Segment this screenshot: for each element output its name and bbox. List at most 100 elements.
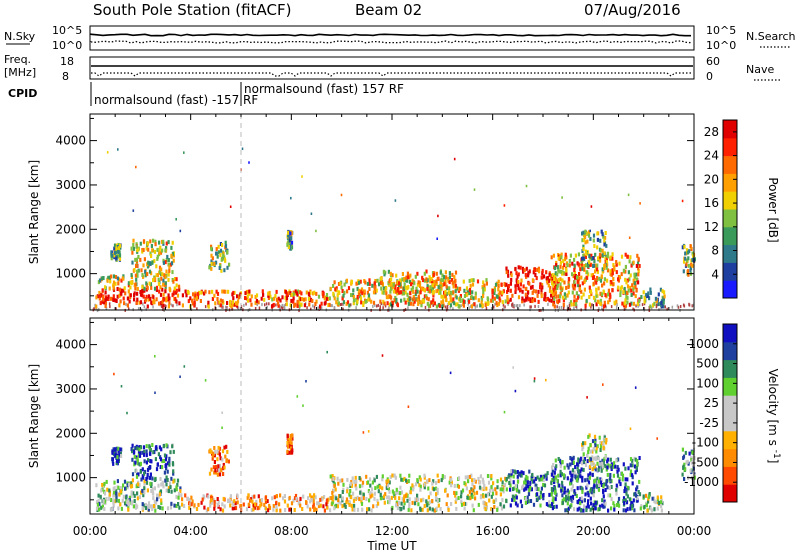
ground-scatter-cell (691, 304, 693, 308)
data-cell (477, 502, 480, 507)
data-cell (582, 253, 585, 258)
data-cell (491, 488, 494, 493)
data-cell (413, 281, 416, 286)
data-cell (329, 286, 332, 291)
data-cell (114, 281, 117, 286)
data-cell (522, 284, 525, 289)
data-cell (607, 288, 610, 293)
data-cell (588, 475, 591, 480)
data-cell (585, 508, 588, 513)
data-cell (603, 238, 606, 243)
data-cell (333, 495, 336, 500)
unit-superscript: -1 (771, 450, 781, 459)
ground-scatter-cell (225, 305, 227, 309)
data-cell (579, 267, 582, 272)
data-cell (567, 285, 570, 289)
data-cell (95, 506, 99, 511)
data-cell (583, 278, 586, 283)
data-cell (484, 303, 487, 307)
data-cell (298, 300, 301, 305)
data-cell (147, 507, 150, 512)
data-cell (603, 504, 606, 509)
data-cell (382, 290, 385, 295)
data-cell (692, 461, 695, 466)
data-cell (181, 293, 184, 298)
data-cell (290, 441, 293, 446)
data-cell (376, 278, 379, 283)
data-cell (306, 504, 309, 509)
data-cell (96, 502, 99, 507)
data-cell (132, 238, 135, 243)
data-cell (491, 294, 494, 299)
ground-scatter-cell (115, 307, 117, 311)
data-cell (591, 276, 595, 280)
data-cell (477, 298, 480, 303)
data-cell (150, 285, 153, 290)
data-cell (218, 452, 221, 457)
data-cell (345, 500, 348, 505)
data-cell (562, 302, 565, 307)
data-cell (506, 297, 509, 302)
data-cell (635, 487, 638, 492)
data-cell (629, 506, 632, 511)
data-cell (199, 299, 202, 303)
data-cell (544, 291, 547, 296)
data-cell (292, 299, 295, 304)
data-cell (596, 267, 599, 272)
data-cell (540, 486, 543, 491)
ground-scatter-cell (671, 305, 674, 309)
sparse-cell (179, 229, 182, 233)
data-cell (407, 301, 410, 306)
data-cell (320, 301, 323, 306)
data-cell (152, 278, 155, 283)
data-cell (136, 491, 139, 496)
data-cell (649, 304, 652, 309)
data-cell (587, 450, 590, 455)
data-cell (396, 288, 399, 293)
data-cell (164, 281, 167, 286)
data-cell (210, 495, 213, 500)
ground-scatter-cell (204, 305, 207, 309)
data-cell (385, 286, 388, 291)
data-cell (688, 451, 691, 456)
data-cell (521, 296, 524, 301)
data-cell (223, 289, 226, 294)
data-cell (615, 483, 618, 488)
data-cell (215, 289, 218, 294)
data-cell (123, 286, 126, 291)
data-cell (386, 495, 389, 500)
y-tick-label: 1000 (55, 471, 86, 485)
data-cell (396, 502, 399, 507)
data-cell (225, 458, 229, 463)
data-cell (561, 498, 564, 503)
data-cell (643, 295, 646, 300)
data-cell (275, 505, 278, 509)
data-cell (505, 266, 508, 271)
data-cell (509, 297, 512, 302)
data-cell (366, 281, 369, 286)
data-cell (287, 233, 290, 238)
data-cell (301, 297, 304, 302)
data-cell (150, 489, 153, 493)
data-cell (339, 494, 342, 499)
sparse-cell (301, 175, 303, 178)
data-cell (359, 289, 362, 294)
data-cell (247, 502, 250, 507)
sparse-cell (241, 147, 244, 150)
data-cell (222, 462, 225, 467)
data-cell (295, 291, 299, 296)
data-cell (521, 299, 524, 304)
noise-right-tick-bottom: 10^0 (706, 39, 736, 52)
data-cell (635, 277, 638, 282)
data-cell (107, 297, 110, 301)
data-cell (122, 296, 125, 301)
data-cell (689, 266, 693, 271)
data-cell (520, 278, 523, 283)
data-cell (290, 450, 293, 455)
data-cell (307, 496, 310, 501)
data-cell (682, 269, 685, 274)
data-cell (159, 250, 163, 255)
data-cell (371, 480, 374, 485)
data-cell (373, 478, 376, 483)
data-cell (166, 478, 169, 482)
